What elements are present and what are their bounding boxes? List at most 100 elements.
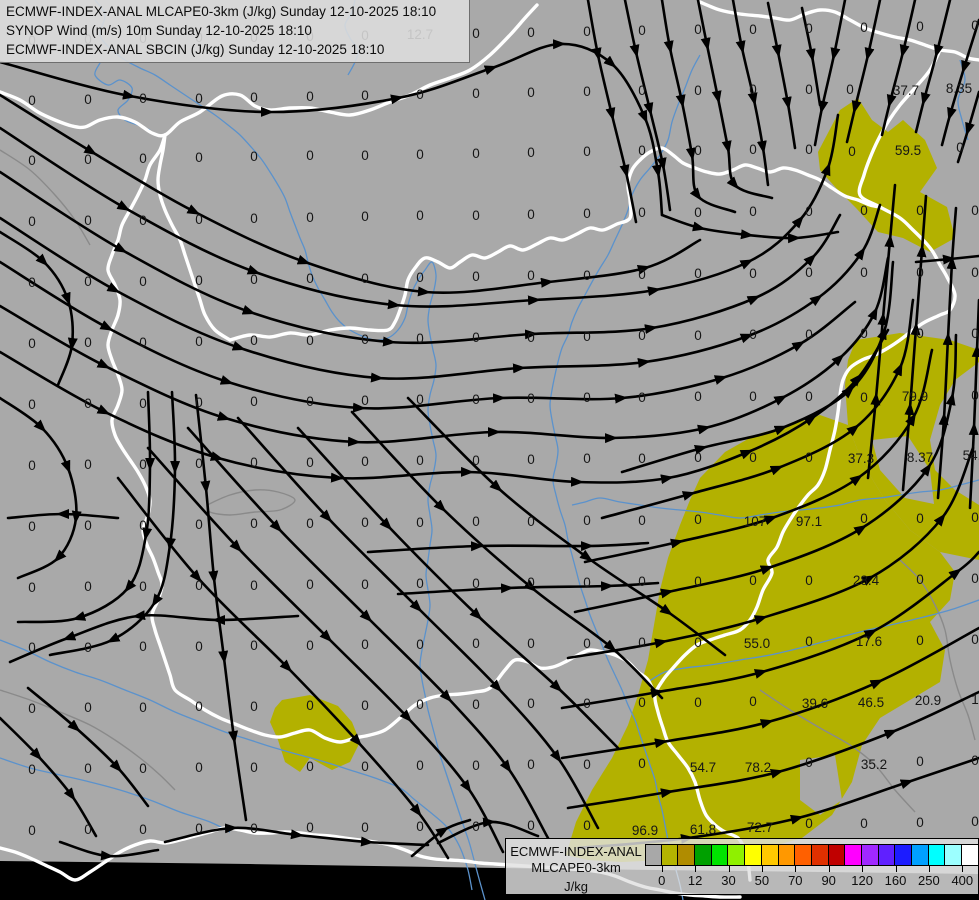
legend-title: ECMWF-INDEX-ANAL MLCAPE0-3km: [506, 844, 646, 876]
map-value-label: 0: [583, 84, 591, 99]
map-value-label: 37.3: [848, 451, 874, 466]
map-value-label: 0: [860, 511, 868, 526]
legend-tick-mark: [761, 866, 763, 872]
legend-tick-label: 160: [884, 873, 907, 888]
map-value-label: 0: [84, 335, 92, 350]
legend-swatch: [761, 844, 779, 866]
legend-swatch: [678, 844, 696, 866]
map-value-label: 0: [971, 814, 979, 829]
map-value-label: 0: [638, 328, 646, 343]
legend-tick-mark: [928, 866, 930, 872]
map-value-label: 0: [250, 760, 258, 775]
map-value-label: 0: [583, 757, 591, 772]
map-value-label: 61.8: [690, 822, 716, 837]
wind-streamline: [0, 93, 702, 297]
value-labels: 000000012.70000000000000000000000000037.…: [28, 18, 979, 838]
map-value-label: 0: [472, 758, 480, 773]
map-value-label: 0: [527, 757, 535, 772]
map-value-label: 0: [416, 576, 424, 591]
map-value-label: 0: [527, 145, 535, 160]
map-value-label: 0: [638, 390, 646, 405]
map-value-label: 0: [527, 207, 535, 222]
map-value-label: 0: [28, 458, 36, 473]
wind-streamline: [58, 840, 160, 861]
map-value-label: 0: [139, 335, 147, 350]
map-value-label: 0: [527, 330, 535, 345]
map-value-label: 0: [195, 212, 203, 227]
map-value-label: 0: [139, 639, 147, 654]
legend-tick-mark: [661, 866, 663, 872]
legend-swatch: [745, 844, 762, 866]
map-value-label: 0: [971, 571, 979, 586]
wind-streamline: [0, 396, 82, 580]
map-value-label: 0: [195, 699, 203, 714]
map-value-label: 0: [306, 638, 314, 653]
map-value-label: 0: [916, 633, 924, 648]
legend-tick-label: 70: [788, 873, 803, 888]
map-value-label: 0: [527, 514, 535, 529]
map-value-label: 0: [139, 91, 147, 106]
map-value-label: 0: [472, 697, 480, 712]
map-value-label: 0: [638, 756, 646, 771]
legend-swatch: [695, 844, 712, 866]
map-value-label: 0: [694, 695, 702, 710]
map-value-label: 0: [805, 634, 813, 649]
map-value-label: 0: [306, 394, 314, 409]
map-value-label: 0: [195, 395, 203, 410]
wind-streamline: [914, 254, 979, 265]
map-value-label: 0: [195, 578, 203, 593]
map-value-label: 0: [361, 88, 369, 103]
map-value-label: 0: [848, 144, 856, 159]
wind-streamline: [410, 818, 472, 858]
wind-streamline: [914, 0, 952, 134]
legend-swatch: [928, 844, 946, 866]
map-value-label: 46.5: [858, 695, 884, 710]
map-value-label: 0: [361, 820, 369, 835]
map-value-label: 0: [583, 451, 591, 466]
wind-streamline: [560, 626, 979, 760]
map-value-label: 0: [28, 214, 36, 229]
map-value-label: 0: [250, 333, 258, 348]
map-value-label: 0: [306, 210, 314, 225]
map-value-label: 0: [361, 577, 369, 592]
map-value-label: 0: [749, 266, 757, 281]
wind-streamline: [26, 686, 150, 808]
map-value-label: 0: [694, 205, 702, 220]
map-value-label: 0: [139, 151, 147, 166]
map-value-label: 0: [361, 637, 369, 652]
map-value-label: 0: [195, 273, 203, 288]
map-value-label: 0: [638, 143, 646, 158]
map-value-label: 0: [805, 573, 813, 588]
map-value-label: 0: [84, 396, 92, 411]
map-value-label: 0: [860, 390, 868, 405]
legend-swatch: [645, 844, 662, 866]
map-value-label: 0: [195, 821, 203, 836]
map-value-label: 0: [195, 639, 203, 654]
map-value-label: 0: [694, 574, 702, 589]
map-value-label: 0: [805, 450, 813, 465]
legend-tick-label: 50: [754, 873, 770, 888]
legend-swatch: [728, 844, 746, 866]
legend-swatch-bar: [645, 844, 979, 866]
map-value-label: 0: [749, 82, 757, 97]
map-value-label: 0: [84, 274, 92, 289]
map-value-label: 0: [805, 389, 813, 404]
map-value-label: 0: [28, 701, 36, 716]
wind-streamline: [968, 298, 979, 510]
wind-streamline: [956, 90, 979, 164]
map-value-label: 0: [638, 574, 646, 589]
map-value-label: 0: [638, 635, 646, 650]
map-value-label: 0: [694, 328, 702, 343]
cape-region: [818, 98, 955, 252]
map-value-label: 0: [416, 697, 424, 712]
wind-streamlines: [0, 0, 979, 861]
map-value-label: 0: [472, 819, 480, 834]
map-value-label: 0: [916, 572, 924, 587]
map-value-label: 0: [195, 456, 203, 471]
wind-streamline: [731, 0, 770, 187]
map-value-label: 0: [361, 209, 369, 224]
map-value-label: 0: [250, 455, 258, 470]
map-value-label: 0: [306, 577, 314, 592]
